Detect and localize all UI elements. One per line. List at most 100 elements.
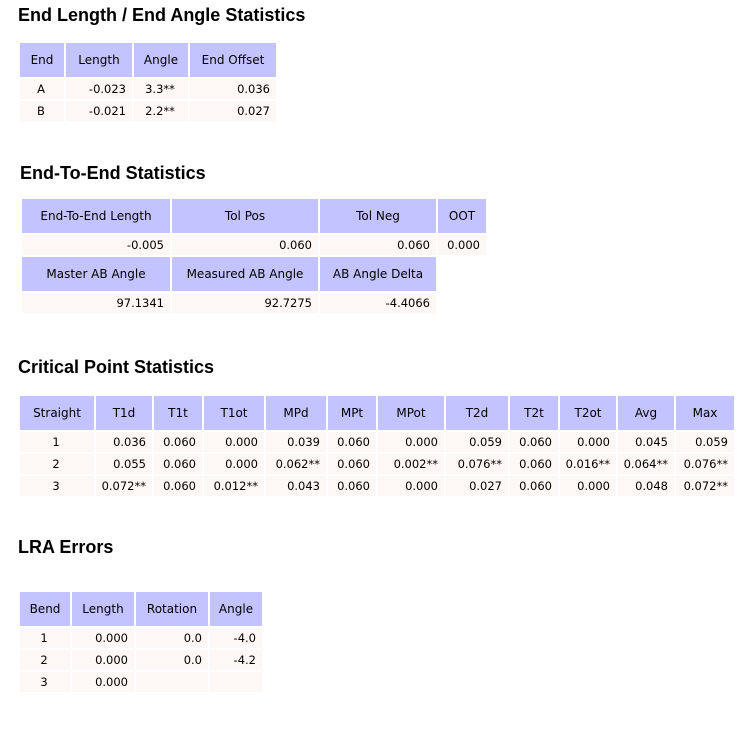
table-cell: -4.0 — [210, 628, 262, 648]
table-row: 3 0.000 — [20, 672, 262, 692]
critical-point-table: Straight T1d T1t T1ot MPd MPt MPot T2d T… — [18, 394, 736, 498]
table-cell: 0.000 — [438, 235, 486, 255]
lra-errors-table: Bend Length Rotation Angle 1 0.000 0.0 -… — [18, 590, 264, 694]
table-cell: 0.060 — [510, 432, 558, 452]
table-row: 3 0.072** 0.060 0.012** 0.043 0.060 0.00… — [20, 476, 734, 496]
column-header: End — [20, 43, 64, 77]
table-cell: 0.036 — [96, 432, 152, 452]
table-cell: 0.059 — [676, 432, 734, 452]
end-to-end-title: End-To-End Statistics — [20, 163, 206, 183]
end-to-end-table: End-To-End Length Tol Pos Tol Neg OOT -0… — [20, 197, 488, 315]
table-cell: B — [20, 101, 64, 121]
table-row: B -0.021 2.2** 0.027 — [20, 101, 276, 121]
column-header: T1d — [96, 396, 152, 430]
column-header: Measured AB Angle — [172, 257, 318, 291]
column-header: Max — [676, 396, 734, 430]
table-cell: 0.060 — [328, 454, 376, 474]
end-length-title: End Length / End Angle Statistics — [18, 5, 306, 25]
table-cell: 0.060 — [154, 476, 202, 496]
table-row: 1 0.036 0.060 0.000 0.039 0.060 0.000 0.… — [20, 432, 734, 452]
table-cell: 0.000 — [378, 432, 444, 452]
table-cell: 0.000 — [204, 432, 264, 452]
table-cell: 1 — [20, 628, 70, 648]
column-header: T2d — [446, 396, 508, 430]
table-cell: 0.036 — [190, 79, 276, 99]
table-cell: 0.000 — [560, 476, 616, 496]
table-cell: 0.060 — [328, 432, 376, 452]
column-header: T2ot — [560, 396, 616, 430]
table-cell: -4.4066 — [320, 293, 436, 313]
column-header: Avg — [618, 396, 674, 430]
column-header: Angle — [210, 592, 262, 626]
table-cell: 0.016** — [560, 454, 616, 474]
column-header: Master AB Angle — [22, 257, 170, 291]
table-cell: 0.0 — [136, 650, 208, 670]
table-cell: 0.062** — [266, 454, 326, 474]
table-cell: 2.2** — [134, 101, 188, 121]
table-cell: 0.012** — [204, 476, 264, 496]
column-header: Tol Neg — [320, 199, 436, 233]
table-cell: 0.072** — [96, 476, 152, 496]
column-header: Length — [72, 592, 134, 626]
table-cell: 0.055 — [96, 454, 152, 474]
table-cell: 3.3** — [134, 79, 188, 99]
column-header: T2t — [510, 396, 558, 430]
table-row: 97.1341 92.7275 -4.4066 — [22, 293, 486, 313]
table-cell: 2 — [20, 454, 94, 474]
column-header: Rotation — [136, 592, 208, 626]
table-row: 2 0.055 0.060 0.000 0.062** 0.060 0.002*… — [20, 454, 734, 474]
table-cell: 0.000 — [560, 432, 616, 452]
table-cell: 0.045 — [618, 432, 674, 452]
table-cell: 0.000 — [378, 476, 444, 496]
table-row: 2 0.000 0.0 -4.2 — [20, 650, 262, 670]
column-header: T1ot — [204, 396, 264, 430]
table-cell: 0.0 — [136, 628, 208, 648]
table-cell: 0.060 — [510, 476, 558, 496]
table-cell: 0.076** — [446, 454, 508, 474]
table-row: 1 0.000 0.0 -4.0 — [20, 628, 262, 648]
table-cell — [136, 672, 208, 692]
column-header: MPot — [378, 396, 444, 430]
table-cell — [210, 672, 262, 692]
table-cell: 3 — [20, 672, 70, 692]
column-header: End-To-End Length — [22, 199, 170, 233]
table-cell: 0.076** — [676, 454, 734, 474]
table-cell: A — [20, 79, 64, 99]
table-cell: -4.2 — [210, 650, 262, 670]
table-cell: 0.060 — [320, 235, 436, 255]
column-header: Straight — [20, 396, 94, 430]
column-header: Length — [66, 43, 132, 77]
table-cell: 0.060 — [172, 235, 318, 255]
column-header: MPd — [266, 396, 326, 430]
table-cell: 0.039 — [266, 432, 326, 452]
table-cell: 0.027 — [190, 101, 276, 121]
column-header: End Offset — [190, 43, 276, 77]
column-header: Tol Pos — [172, 199, 318, 233]
column-header: OOT — [438, 199, 486, 233]
column-header: Bend — [20, 592, 70, 626]
table-cell: -0.005 — [22, 235, 170, 255]
column-header: Angle — [134, 43, 188, 77]
lra-errors-title: LRA Errors — [18, 537, 114, 557]
table-cell: -0.023 — [66, 79, 132, 99]
column-header: AB Angle Delta — [320, 257, 436, 291]
table-cell: 0.000 — [72, 650, 134, 670]
table-cell: 0.048 — [618, 476, 674, 496]
table-cell: 2 — [20, 650, 70, 670]
table-cell: 1 — [20, 432, 94, 452]
table-cell: 0.059 — [446, 432, 508, 452]
critical-point-title: Critical Point Statistics — [18, 357, 215, 377]
table-cell: 0.000 — [72, 628, 134, 648]
table-row: -0.005 0.060 0.060 0.000 — [22, 235, 486, 255]
table-cell: 0.064** — [618, 454, 674, 474]
table-row: A -0.023 3.3** 0.036 — [20, 79, 276, 99]
table-cell: 0.043 — [266, 476, 326, 496]
table-cell: 97.1341 — [22, 293, 170, 313]
column-header: T1t — [154, 396, 202, 430]
table-cell: 0.060 — [328, 476, 376, 496]
table-cell: 0.060 — [510, 454, 558, 474]
table-cell: 0.002** — [378, 454, 444, 474]
table-cell: 0.000 — [204, 454, 264, 474]
table-cell: 0.060 — [154, 454, 202, 474]
table-cell: 0.027 — [446, 476, 508, 496]
